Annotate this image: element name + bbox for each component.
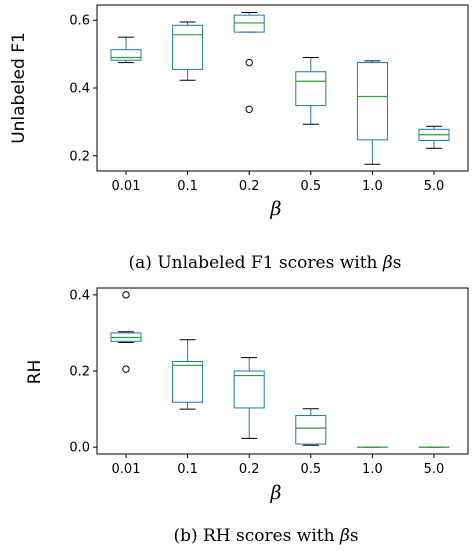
- box-marks: [110, 291, 450, 448]
- box-body: [233, 370, 265, 409]
- x-tick-label: 0.5: [300, 179, 321, 194]
- outlier-point: [245, 58, 253, 67]
- caption-b-prefix: (b) RH scores with: [173, 526, 340, 546]
- x-tick-label: 0.01: [112, 179, 141, 194]
- x-tick-label: 1.0: [362, 179, 383, 194]
- x-tick-label: 0.2: [239, 462, 260, 477]
- box-0.2: [233, 357, 265, 439]
- x-tick-label: 0.01: [112, 462, 141, 477]
- outlier-point: [245, 105, 253, 114]
- box-marks: [110, 11, 450, 165]
- caption-a-suffix: s: [393, 253, 402, 273]
- caption-b-symbol: β: [339, 526, 350, 546]
- caption-a: (a) Unlabeled F1 scores with βs: [129, 253, 402, 273]
- x-tick-label: 5.0: [424, 179, 445, 194]
- box-body: [295, 415, 327, 445]
- box-body: [295, 71, 327, 107]
- box-1.0: [356, 60, 388, 165]
- x-tick-label: 1.0: [362, 462, 383, 477]
- panel-a: 0.2 0.4 0.6 0.01 0.1 0.2 0.5 1.0 5.0 Unlabeled …: [9, 4, 469, 273]
- y-tick-label: 0.6: [69, 14, 90, 29]
- x-tick-label: 0.2: [239, 179, 260, 194]
- caption-b: (b) RH scores with βs: [173, 526, 358, 546]
- x-axis-label: β: [270, 482, 282, 504]
- box-0.2: [233, 11, 265, 114]
- plot-area: [96, 287, 469, 455]
- x-axis-label: β: [270, 198, 282, 220]
- box-body: [172, 360, 204, 403]
- box-0.5: [295, 408, 327, 446]
- box-0.5: [295, 57, 327, 125]
- x-tick-label: 5.0: [424, 462, 445, 477]
- x-ticks: 0.01 0.1 0.2 0.5 1.0 5.0: [112, 171, 445, 194]
- y-axis-label: RH: [25, 360, 45, 385]
- x-tick-label: 0.5: [300, 462, 321, 477]
- panel-b: 0.0 0.2 0.4 0.01 0.1 0.2 0.5 1.0 5.0 RH β (b) R…: [25, 287, 469, 546]
- box-0.01: [110, 291, 142, 373]
- y-tick-label: 0.2: [69, 149, 90, 164]
- y-tick-label: 0.2: [69, 365, 90, 380]
- box-0.1: [172, 339, 204, 410]
- outlier-point: [122, 365, 130, 373]
- outlier-point: [122, 291, 130, 299]
- y-ticks: 0.2 0.4 0.6: [69, 14, 97, 164]
- box-body: [356, 62, 388, 141]
- box-body: [233, 14, 265, 33]
- caption-b-suffix: s: [350, 526, 359, 546]
- caption-a-symbol: β: [382, 253, 393, 273]
- plot-area: [96, 4, 469, 172]
- x-tick-label: 0.1: [177, 179, 198, 194]
- y-tick-label: 0.4: [69, 82, 90, 97]
- y-axis-label: Unlabeled F1: [9, 32, 29, 144]
- y-tick-label: 0.4: [69, 288, 90, 303]
- caption-a-prefix: (a) Unlabeled F1 scores with: [129, 253, 383, 273]
- box-body: [172, 24, 204, 70]
- y-tick-label: 0.0: [69, 441, 90, 456]
- box-5.0: [418, 125, 450, 149]
- box-0.01: [110, 36, 142, 64]
- x-ticks: 0.01 0.1 0.2 0.5 1.0 5.0: [112, 454, 445, 477]
- x-tick-label: 0.1: [177, 462, 198, 477]
- box-body: [110, 49, 142, 61]
- box-0.1: [172, 21, 204, 81]
- y-ticks: 0.0 0.2 0.4: [69, 288, 97, 456]
